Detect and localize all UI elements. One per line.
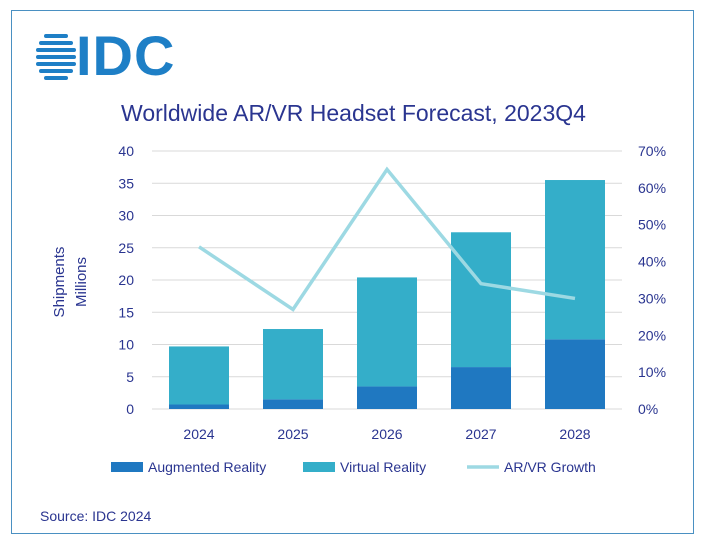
x-tick-label: 2027 — [465, 426, 496, 442]
y2-tick-label: 30% — [638, 290, 666, 306]
y2-tick-label: 20% — [638, 327, 666, 343]
x-tick-label: 2028 — [559, 426, 590, 442]
bar-augmented-reality-2026 — [357, 386, 417, 409]
y2-tick-label: 40% — [638, 254, 666, 270]
x-tick-label: 2026 — [371, 426, 402, 442]
bar-virtual-reality-2024 — [169, 346, 229, 405]
y2-tick-label: 60% — [638, 180, 666, 196]
y2-tick-label: 50% — [638, 217, 666, 233]
idc-logo-text: IDC — [76, 24, 176, 87]
legend-swatch — [111, 462, 143, 472]
y-tick-label: 5 — [126, 369, 134, 385]
bar-virtual-reality-2026 — [357, 277, 417, 387]
y-tick-label: 10 — [118, 337, 134, 353]
y2-tick-label: 10% — [638, 364, 666, 380]
y-axis-label-line1: Shipments — [51, 247, 68, 318]
chart-title: Worldwide AR/VR Headset Forecast, 2023Q4 — [121, 100, 586, 126]
bar-augmented-reality-2024 — [169, 404, 229, 409]
y-tick-label: 20 — [118, 272, 134, 288]
x-tick-label: 2024 — [183, 426, 214, 442]
y-tick-label: 0 — [126, 401, 134, 417]
x-tick-label: 2025 — [277, 426, 308, 442]
y-tick-label: 35 — [118, 175, 134, 191]
y-tick-label: 40 — [118, 143, 134, 159]
bar-augmented-reality-2028 — [545, 339, 605, 409]
legend: Augmented Reality Virtual Reality AR/VR Gr… — [111, 459, 596, 475]
line-ar-vr-growth — [198, 166, 576, 312]
bar-augmented-reality-2025 — [263, 399, 323, 409]
y-tick-label: 15 — [118, 304, 134, 320]
y-tick-label: 30 — [118, 208, 134, 224]
bar-virtual-reality-2025 — [263, 329, 323, 400]
legend-swatch — [303, 462, 335, 472]
legend-label: Virtual Reality — [340, 459, 426, 475]
bar-virtual-reality-2028 — [545, 180, 605, 340]
growth-line — [198, 166, 576, 312]
idc-globe-icon — [36, 34, 76, 80]
y-axis-label-line2: Millions — [73, 257, 90, 307]
y2-tick-label: 70% — [638, 143, 666, 159]
axes: 05101520253035400%10%20%30%40%50%60%70%2… — [118, 143, 666, 442]
y2-tick-label: 0% — [638, 401, 658, 417]
legend-label: AR/VR Growth — [504, 459, 596, 475]
source-note: Source: IDC 2024 — [40, 508, 152, 524]
bars — [169, 180, 605, 409]
bar-virtual-reality-2027 — [451, 232, 511, 368]
y-tick-label: 25 — [118, 240, 134, 256]
legend-label: Augmented Reality — [148, 459, 266, 475]
bar-augmented-reality-2027 — [451, 367, 511, 409]
